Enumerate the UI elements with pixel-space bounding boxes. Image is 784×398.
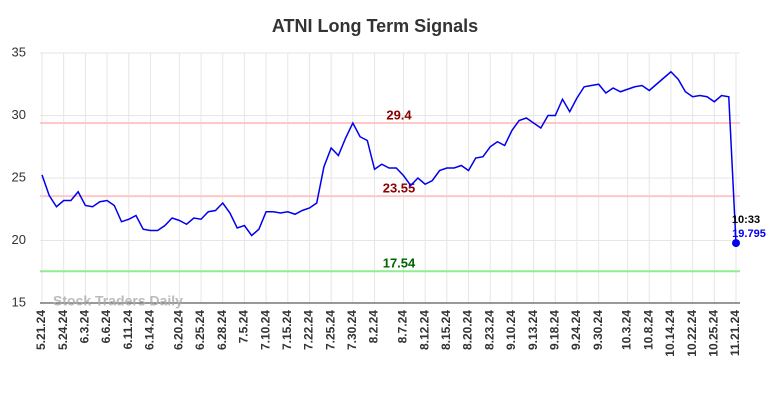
x-tick-label: 8.2.24 [367,310,381,344]
level-label: 17.54 [383,256,416,271]
price-line [41,70,737,244]
x-tick-label: 9.18.24 [547,310,561,350]
y-tick-label: 15 [12,294,26,309]
x-tick-label: 8.23.24 [482,310,496,350]
x-tick-label: 5.24.24 [56,310,70,350]
x-tick-label: 8.20.24 [461,310,475,350]
x-tick-label: 7.5.24 [237,310,251,344]
x-tick-label: 6.6.24 [99,310,113,344]
x-tick-label: 8.12.24 [417,310,431,350]
x-tick-label: 11.21.24 [728,310,742,356]
last-time: 10:33 [732,214,760,226]
x-tick-label: 10.3.24 [620,310,634,350]
x-tick-label: 6.11.24 [121,310,135,350]
x-tick-label: 5.21.24 [34,310,48,350]
x-tick-label: 9.30.24 [591,310,605,350]
x-tick-label: 10.25.24 [706,310,720,357]
y-tick-label: 20 [12,232,26,247]
x-tick-label: 9.24.24 [569,310,583,350]
level-label: 29.4 [386,107,412,122]
x-tick-label: 7.25.24 [323,310,337,350]
last-point [732,239,740,248]
x-tick-label: 7.22.24 [302,310,316,350]
x-tick-label: 6.28.24 [215,310,229,350]
level-label: 23.55 [383,181,416,196]
watermark: Stock Traders Daily [53,293,183,309]
x-tick-label: 8.7.24 [396,310,410,344]
x-tick-label: 6.20.24 [172,310,186,350]
y-tick-label: 35 [12,44,26,59]
chart-title: ATNI Long Term Signals [272,16,478,36]
x-tick-label: 7.15.24 [280,310,294,350]
x-tick-label: 9.10.24 [504,310,518,350]
x-tick-label: 8.15.24 [439,310,453,350]
x-tick-label: 7.30.24 [345,310,359,350]
x-tick-label: 10.14.24 [663,310,677,357]
x-tick-label: 10.22.24 [685,310,699,357]
x-tick-label: 6.3.24 [78,310,92,344]
x-tick-label: 6.25.24 [193,310,207,350]
x-tick-label: 6.14.24 [143,310,157,350]
y-tick-label: 25 [12,169,26,184]
x-tick-label: 7.10.24 [258,310,272,350]
x-tick-label: 10.8.24 [641,310,655,350]
x-tick-label: 9.13.24 [526,310,540,350]
y-tick-label: 30 [12,107,26,122]
last-value: 19.795 [732,228,766,240]
